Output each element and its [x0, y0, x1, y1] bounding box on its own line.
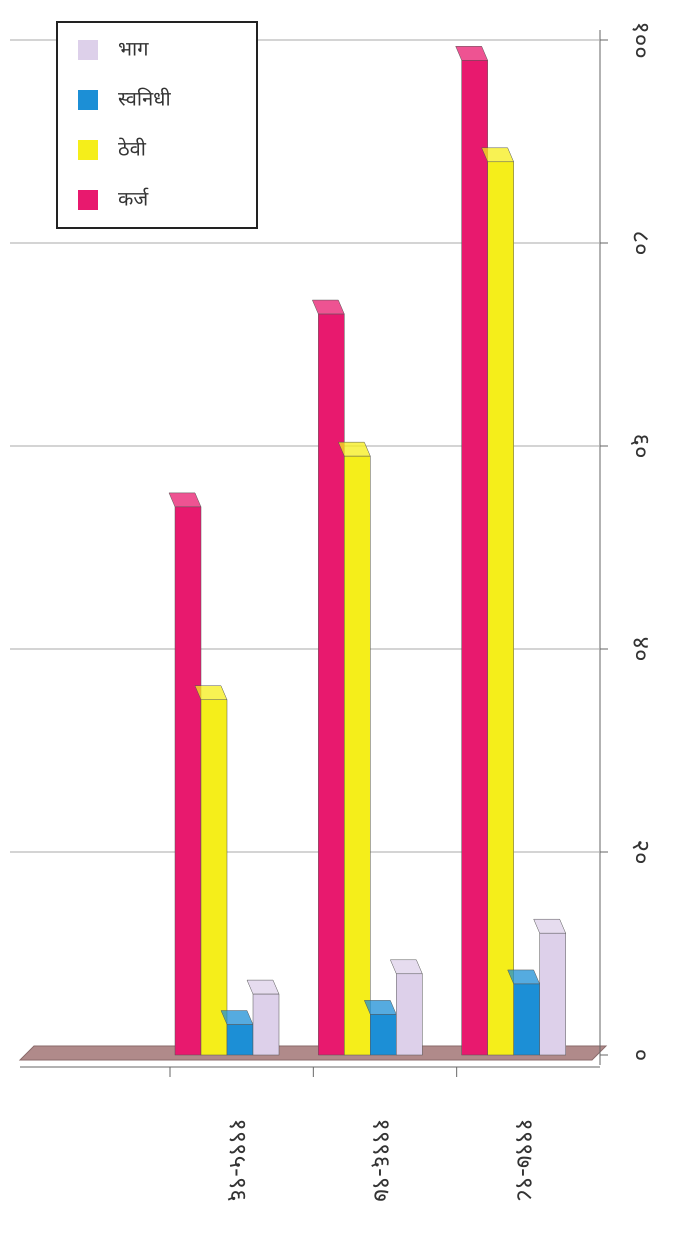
legend-swatch: [78, 140, 98, 160]
bar-top: [533, 918, 567, 934]
y-tick-label: ८०: [627, 231, 655, 256]
bar: [487, 161, 514, 1056]
legend-swatch: [78, 90, 98, 110]
bar-top: [168, 492, 202, 508]
bar: [513, 983, 540, 1056]
bar: [370, 1014, 397, 1056]
floor: [18, 1045, 608, 1061]
y-tick-label: ०: [627, 1049, 655, 1061]
bar: [252, 993, 280, 1056]
legend: भाग स्वनिधी ठेवी कर्ज: [56, 21, 258, 229]
bar: [396, 973, 423, 1056]
legend-label: कर्ज: [118, 187, 149, 211]
y-tick-label: १००: [627, 21, 655, 58]
x-tick-label: १९९६-९७: [367, 1118, 395, 1202]
legend-label: भाग: [118, 37, 149, 61]
legend-swatch: [78, 190, 98, 210]
bar-top: [389, 959, 423, 975]
legend-swatch: [78, 40, 98, 60]
bar-top: [455, 46, 489, 61]
x-tick-label: १९९७-९८: [511, 1118, 539, 1202]
bar: [539, 932, 566, 1056]
bar: [461, 60, 488, 1056]
y-tick-label: ६०: [627, 434, 655, 459]
bar: [174, 506, 202, 1056]
x-tick-label: १९९५-९६: [224, 1118, 252, 1202]
legend-label: ठेवी: [118, 137, 147, 161]
bar: [226, 1024, 254, 1056]
bar-top: [311, 299, 345, 315]
bar: [344, 455, 371, 1056]
bar: [200, 699, 228, 1056]
y-tick-label: ४०: [627, 637, 655, 662]
bar: [318, 313, 345, 1056]
y-tick-label: २०: [627, 840, 655, 865]
bar-top: [246, 979, 280, 995]
legend-label: स्वनिधी: [118, 87, 171, 111]
